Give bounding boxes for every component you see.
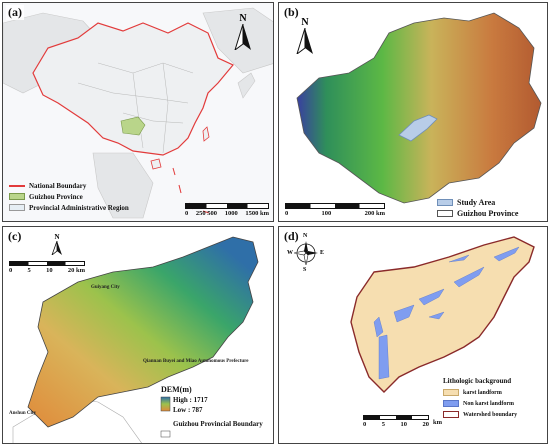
legend-item: National Boundary	[9, 180, 129, 191]
north-arrow-icon	[296, 27, 313, 56]
dem-low: Low : 787	[173, 406, 203, 414]
compass-w: W	[287, 250, 293, 256]
province-swatch	[437, 210, 453, 217]
legend-b: Study Area Guizhou Province	[437, 197, 518, 219]
non-karst-swatch	[443, 400, 459, 407]
panel-d-lithology-map: (d) N S W E Lithologic background karst …	[278, 226, 548, 444]
panel-c-dem-map: (c) N 0 5 10 20 km Guiyang City Qiannan …	[2, 226, 274, 444]
watershed-dem	[27, 236, 259, 428]
lithology-map	[350, 236, 535, 393]
guizhou-outline	[296, 12, 542, 204]
dem-map	[12, 236, 259, 443]
scale-unit-d: km	[433, 419, 443, 426]
national-boundary-swatch	[9, 184, 25, 187]
north-arrow-a: N	[231, 13, 255, 53]
study-area-swatch	[437, 199, 453, 206]
legend-c: DEM(m) High : 1717 Low : 787 Guizhou Pro…	[161, 385, 263, 428]
compass-icon	[294, 241, 318, 265]
north-arrow-icon	[51, 240, 62, 257]
scale-bar-a: 0 250 500 1000 1500 km	[185, 203, 269, 217]
panel-a-label: (a)	[6, 5, 24, 20]
scale-bar-c: 0 5 10 20 km	[9, 261, 85, 274]
compass-e: E	[320, 250, 325, 256]
legend-item: Provincial Administrative Region	[9, 202, 129, 213]
province-swatch	[9, 204, 25, 211]
compass-s: S	[303, 267, 307, 273]
legend-item: karst landform	[443, 387, 517, 398]
legend-a: National Boundary Guizhou Province Provi…	[9, 180, 129, 213]
compass-n: N	[303, 233, 308, 239]
north-arrow-c: N	[49, 233, 65, 257]
city-label-anshun: Anshun City	[9, 411, 37, 416]
north-letter: N	[239, 13, 247, 24]
non-karst-patches	[373, 246, 520, 380]
study-area-highlight	[398, 114, 438, 142]
china-outline	[32, 22, 234, 156]
guizhou-swatch	[9, 193, 25, 200]
scale-bar-b: 0 100 200 km	[285, 203, 385, 217]
watershed-karst	[350, 236, 535, 393]
scale-bar-d: 0 5 10 20	[363, 415, 429, 428]
panel-d-label: (d)	[282, 229, 301, 244]
watershed-swatch	[443, 411, 459, 418]
legend-d: Lithologic background karst landform Non…	[443, 377, 517, 420]
guizhou-highlight	[120, 116, 146, 136]
legend-item: Non karst landform	[443, 398, 517, 409]
city-label-guiyang: Guiyang City	[91, 285, 120, 290]
panel-c-label: (c)	[6, 229, 24, 244]
dem-title: DEM(m)	[161, 385, 192, 394]
north-arrow-b: N	[293, 17, 317, 57]
panel-a-china-map: (a) N National Boundary Guizhou Province…	[2, 2, 274, 222]
legend-item: Guizhou Province	[437, 208, 518, 219]
guizhou-relief-map	[296, 12, 542, 204]
legend-item: Study Area	[437, 197, 518, 208]
panel-b-guizhou-map: (b) N 0 100 200 km Study Area Guizhou Pr…	[278, 2, 548, 222]
compass-rose: N S W E	[287, 233, 325, 273]
panel-b-label: (b)	[282, 5, 301, 20]
north-arrow-icon	[234, 23, 251, 52]
north-letter: N	[301, 17, 309, 28]
legend-item: Watershed boundary	[443, 409, 517, 420]
legend-item: Guizhou Province	[9, 191, 129, 202]
dem-high: High : 1717	[173, 396, 208, 404]
north-letter: N	[54, 233, 60, 241]
city-label-qiannan: Qiannan Buyei and Miao Autonomous Prefec…	[143, 359, 249, 364]
legend-title: Lithologic background	[443, 377, 512, 385]
karst-swatch	[443, 389, 459, 396]
boundary-label: Guizhou Provincial Boundary	[173, 420, 263, 428]
